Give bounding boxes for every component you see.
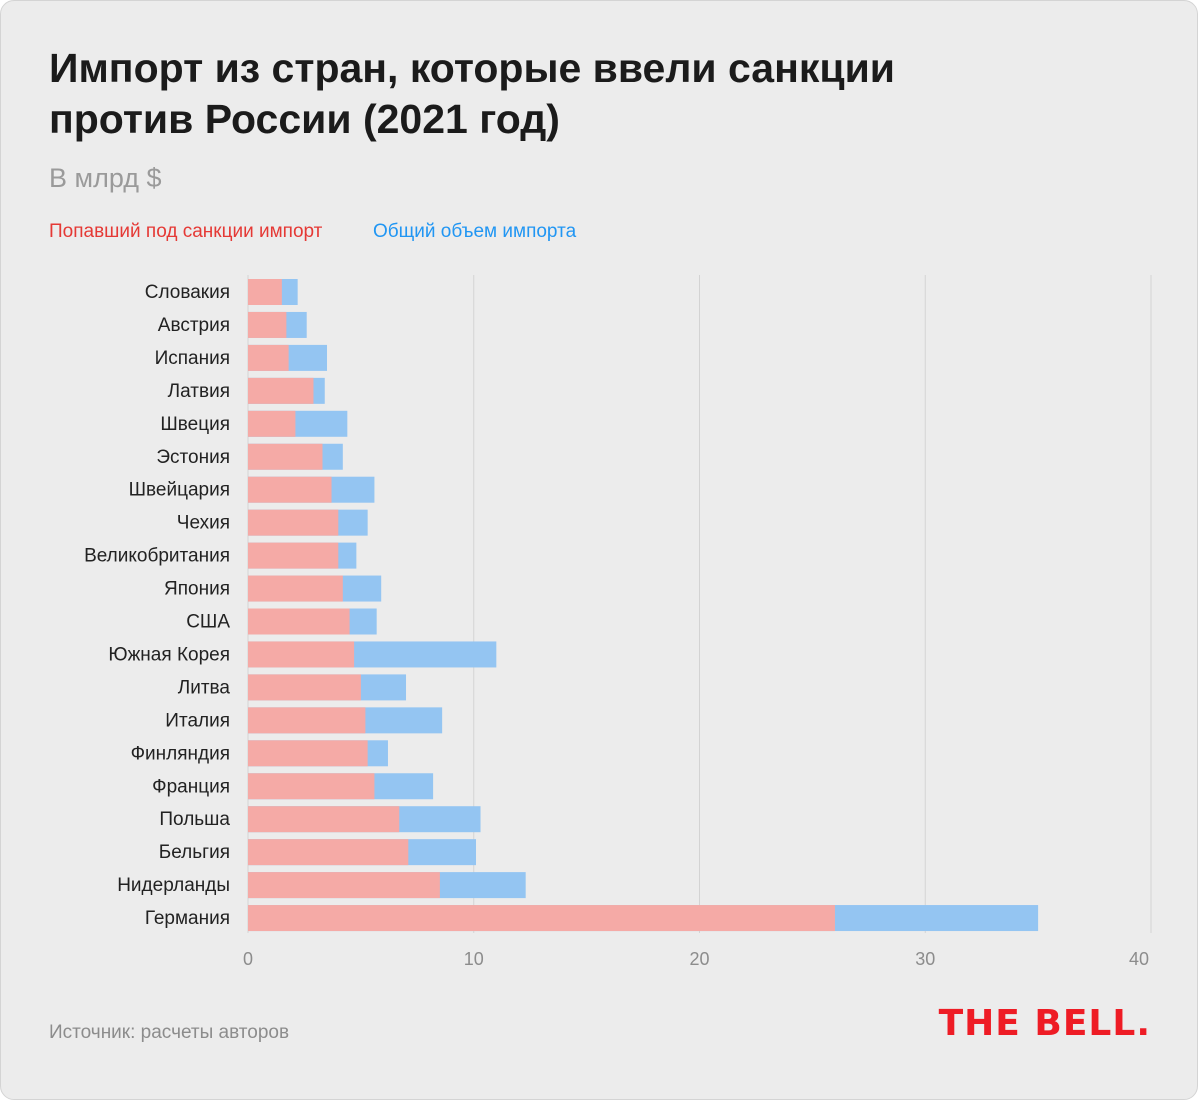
category-label: Польша xyxy=(159,809,230,830)
category-label: Япония xyxy=(164,579,230,600)
bar-sanctioned xyxy=(248,839,409,866)
brand-logo: THE BELL. xyxy=(938,1003,1151,1044)
bar-sanctioned xyxy=(248,740,368,767)
bar-sanctioned xyxy=(248,641,355,668)
bar-sanctioned xyxy=(248,279,282,305)
x-tick-label: 40 xyxy=(1129,949,1149,969)
category-label: Нидерланды xyxy=(117,875,230,896)
bar-sanctioned xyxy=(248,476,332,503)
category-label: США xyxy=(186,612,230,633)
legend-sanctioned: Попавший под санкции импорт xyxy=(49,221,323,242)
category-label: Швейцария xyxy=(129,480,230,501)
bar-sanctioned xyxy=(248,311,287,338)
category-label: Бельгия xyxy=(159,842,230,863)
bar-sanctioned xyxy=(248,773,375,800)
category-label: Финляндия xyxy=(131,743,230,764)
bar-sanctioned xyxy=(248,674,361,701)
category-label: Италия xyxy=(165,710,230,731)
bar-sanctioned xyxy=(248,542,339,569)
bar-sanctioned xyxy=(248,509,339,536)
category-label: Франция xyxy=(152,776,230,797)
bar-sanctioned xyxy=(248,575,343,602)
x-tick-label: 30 xyxy=(915,949,935,969)
category-label: Литва xyxy=(178,677,231,698)
category-label: Эстония xyxy=(156,447,230,468)
category-label: Словакия xyxy=(145,282,230,303)
bar-sanctioned xyxy=(248,377,314,404)
bar-chart: 0 10 20 30 40 Словакия Австрия Испания Латвия Шве… xyxy=(84,275,1152,969)
category-label: Чехия xyxy=(177,513,230,534)
chart-title: Импорт из стран, которые ввели санкции п… xyxy=(49,45,895,142)
bar-sanctioned xyxy=(248,707,366,734)
category-label: Южная Корея xyxy=(108,644,230,665)
category-label: Австрия xyxy=(158,315,230,336)
bar-sanctioned xyxy=(248,410,296,437)
category-label: Испания xyxy=(155,348,230,369)
x-tick-label: 10 xyxy=(464,949,484,969)
chart-subtitle: В млрд $ xyxy=(49,163,162,193)
source-note: Источник: расчеты авторов xyxy=(49,1022,290,1043)
bar-sanctioned xyxy=(248,443,323,470)
bar-sanctioned xyxy=(248,344,289,371)
category-label: Швеция xyxy=(160,414,230,435)
bar-sanctioned xyxy=(248,806,400,833)
category-label: Великобритания xyxy=(84,546,230,567)
legend-total: Общий объем импорта xyxy=(373,221,577,242)
category-label: Германия xyxy=(145,908,230,929)
x-tick-label: 20 xyxy=(689,949,709,969)
bar-sanctioned xyxy=(248,905,835,932)
x-tick-label: 0 xyxy=(243,949,253,969)
bar-sanctioned xyxy=(248,608,350,635)
bar-sanctioned xyxy=(248,872,440,899)
category-label: Латвия xyxy=(168,381,230,402)
